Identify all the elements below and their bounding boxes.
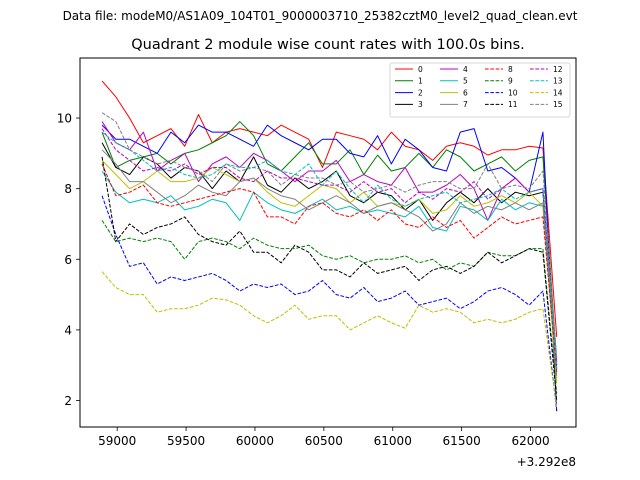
x-tick-label-60500: 60500 [305, 434, 343, 448]
legend-label-14: 14 [553, 88, 563, 97]
series-line-12 [101, 128, 558, 366]
x-axis-offset-label: +3.292e8 [517, 455, 576, 469]
y-tick-label-8: 8 [64, 182, 72, 196]
legend-label-12: 12 [553, 65, 563, 74]
series-line-10 [101, 195, 558, 412]
series-line-14 [101, 271, 558, 408]
plot-series-group [101, 80, 558, 412]
y-tick-label-2: 2 [64, 394, 72, 408]
legend-label-4: 4 [463, 65, 468, 74]
x-tick-label-59500: 59500 [167, 434, 205, 448]
legend-label-2: 2 [418, 88, 423, 97]
series-line-5 [101, 170, 558, 359]
legend-label-7: 7 [463, 100, 468, 109]
series-line-3 [101, 142, 558, 369]
x-axis: 59000 59500 60000 60500 61000 61500 62000 [98, 427, 550, 448]
legend-label-10: 10 [508, 88, 518, 97]
y-tick-label-6: 6 [64, 253, 72, 267]
series-line-2 [101, 124, 558, 412]
series-line-13 [101, 131, 558, 369]
series-line-7 [101, 149, 558, 376]
legend-label-6: 6 [463, 88, 468, 97]
legend-frame [389, 62, 571, 118]
x-tick-label-59000: 59000 [98, 434, 136, 448]
chart-title: Quadrant 2 module wise count rates with … [131, 37, 525, 53]
x-tick-label-61000: 61000 [374, 434, 412, 448]
legend-label-1: 1 [418, 77, 423, 86]
series-line-6 [101, 160, 558, 383]
series-line-1 [101, 121, 558, 366]
legend-label-3: 3 [418, 100, 423, 109]
y-tick-label-10: 10 [57, 112, 72, 126]
series-line-15 [101, 112, 558, 359]
x-tick-label-60000: 60000 [236, 434, 274, 448]
y-axis: 2 4 6 8 10 [57, 112, 80, 408]
legend-label-15: 15 [553, 100, 563, 109]
x-tick-label-61500: 61500 [443, 434, 481, 448]
legend-label-11: 11 [508, 100, 518, 109]
legend-label-0: 0 [418, 65, 423, 74]
series-line-8 [101, 163, 558, 373]
y-tick-label-4: 4 [64, 323, 72, 337]
legend-label-13: 13 [553, 77, 563, 86]
figure-suptitle: Data file: modeM0/AS1A09_104T01_90000037… [63, 9, 578, 23]
legend-label-9: 9 [508, 77, 513, 86]
plot-area-frame [79, 57, 577, 428]
legend-label-5: 5 [463, 77, 468, 86]
series-line-11 [101, 156, 558, 401]
x-tick-label-62000: 62000 [511, 434, 549, 448]
legend-label-8: 8 [508, 65, 513, 74]
